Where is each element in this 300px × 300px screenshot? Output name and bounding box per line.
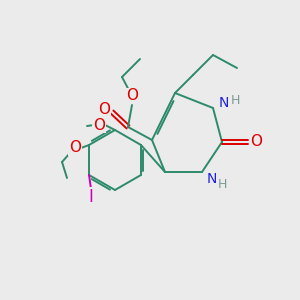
Text: O: O [126,88,138,104]
Text: O: O [93,118,105,133]
Text: I: I [88,188,94,206]
Text: N: N [207,172,217,186]
Text: H: H [230,94,240,106]
Text: N: N [219,96,229,110]
Text: H: H [217,178,227,191]
Text: O: O [98,103,110,118]
Text: O: O [250,134,262,149]
Text: O: O [69,140,81,155]
